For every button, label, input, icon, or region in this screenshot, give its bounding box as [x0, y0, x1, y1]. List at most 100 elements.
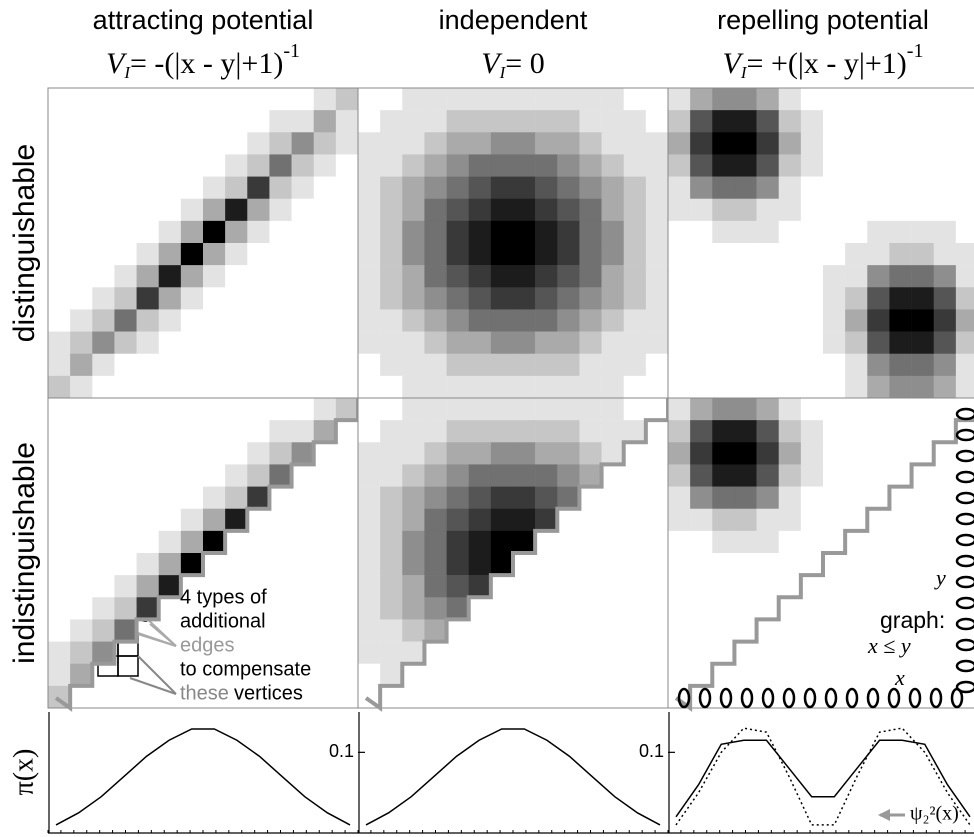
heat-cell	[734, 287, 757, 310]
heat-cell	[158, 88, 182, 111]
heat-cell	[579, 243, 602, 266]
heat-cell	[490, 110, 514, 133]
heat-cell	[955, 132, 974, 155]
heat-cell	[70, 331, 93, 355]
heat-cell	[734, 176, 757, 200]
heat-cell	[690, 442, 713, 465]
vertex-pointers	[129, 655, 177, 695]
heat-cell	[358, 508, 381, 532]
heat-cell	[756, 265, 780, 288]
heat-cell	[734, 198, 757, 222]
heat-cell	[424, 220, 447, 244]
heat-cell	[269, 198, 292, 222]
heat-cell	[335, 375, 359, 399]
heat-cell	[446, 154, 470, 177]
heat-cell	[911, 420, 935, 443]
heat-cell	[180, 464, 204, 487]
heat-cell	[490, 154, 514, 177]
heat-cell	[424, 88, 447, 111]
heat-cell	[800, 530, 824, 554]
y-tick-label: 0.1	[329, 741, 354, 761]
heat-cell	[70, 486, 93, 510]
heat-cell	[756, 375, 780, 399]
heat-cell	[380, 375, 403, 399]
heat-cell	[490, 486, 514, 510]
heat-cell	[867, 110, 890, 133]
heat-cell	[535, 398, 558, 421]
heat-cell	[269, 309, 292, 332]
heat-cell	[158, 508, 182, 532]
heat-cell	[557, 464, 580, 487]
heat-cell	[402, 553, 425, 576]
heat-cell	[712, 176, 735, 200]
heat-cell	[247, 442, 270, 465]
heat-cell	[490, 420, 514, 443]
heat-cell	[136, 309, 160, 332]
heat-cell	[225, 464, 248, 487]
heat-cell	[867, 486, 890, 510]
heat-cell	[800, 553, 824, 576]
heat-cell	[712, 243, 735, 266]
heat-cell	[712, 331, 735, 355]
heat-cell	[911, 110, 935, 133]
heat-cell	[712, 575, 735, 598]
heat-cell	[446, 530, 470, 554]
heat-cell	[313, 88, 337, 111]
vertex-box	[117, 655, 139, 677]
heat-cell	[889, 442, 912, 465]
heat-cell	[645, 287, 669, 310]
heat-cell	[623, 331, 647, 355]
heat-cell	[623, 88, 647, 111]
heat-cell	[734, 154, 757, 177]
heat-cell	[203, 486, 226, 510]
heat-cell	[468, 331, 492, 355]
heat-cell	[955, 353, 974, 377]
heat-cell	[778, 88, 802, 111]
heat-cell	[800, 331, 824, 355]
heat-cell	[623, 420, 647, 443]
heat-cell	[92, 530, 115, 554]
heat-cell	[335, 132, 359, 155]
heat-cell	[911, 442, 935, 465]
heat-cell	[158, 331, 182, 355]
heat-cell	[513, 265, 536, 288]
heat-cell	[601, 398, 625, 421]
heat-cell	[867, 331, 890, 355]
heat-cell	[313, 132, 337, 155]
heat-cell	[136, 154, 160, 177]
heat-cell	[823, 508, 846, 532]
heat-cell	[70, 530, 93, 554]
heat-cell	[778, 154, 802, 177]
heat-cell	[889, 220, 912, 244]
heat-cell	[668, 287, 691, 310]
annotation: x	[894, 665, 905, 690]
heat-cell	[490, 464, 514, 487]
heat-cell	[778, 420, 802, 443]
heat-cell	[446, 420, 470, 443]
heat-cell	[247, 176, 270, 200]
heat-cell	[158, 420, 182, 443]
heat-cell	[380, 553, 403, 576]
heat-cell	[867, 287, 890, 310]
heat-cell	[92, 353, 115, 377]
heat-cell	[358, 243, 381, 266]
heat-cell	[579, 420, 602, 443]
heat-cell	[513, 530, 536, 554]
heat-cell	[446, 198, 470, 222]
heat-cell	[823, 243, 846, 266]
heat-cell	[48, 663, 71, 687]
heat-cell	[313, 198, 337, 222]
heat-cell	[579, 464, 602, 487]
heat-cell	[889, 375, 912, 399]
heat-cell	[490, 265, 514, 288]
heat-cell	[734, 88, 757, 111]
heat-cell	[911, 353, 935, 377]
heat-cell	[402, 287, 425, 310]
heat-cell	[269, 375, 292, 399]
heat-cell	[291, 154, 315, 177]
heat-cell	[358, 198, 381, 222]
heat-cell	[70, 243, 93, 266]
heat-cell	[513, 442, 536, 465]
heat-cell	[778, 265, 802, 288]
heat-cell	[490, 243, 514, 266]
